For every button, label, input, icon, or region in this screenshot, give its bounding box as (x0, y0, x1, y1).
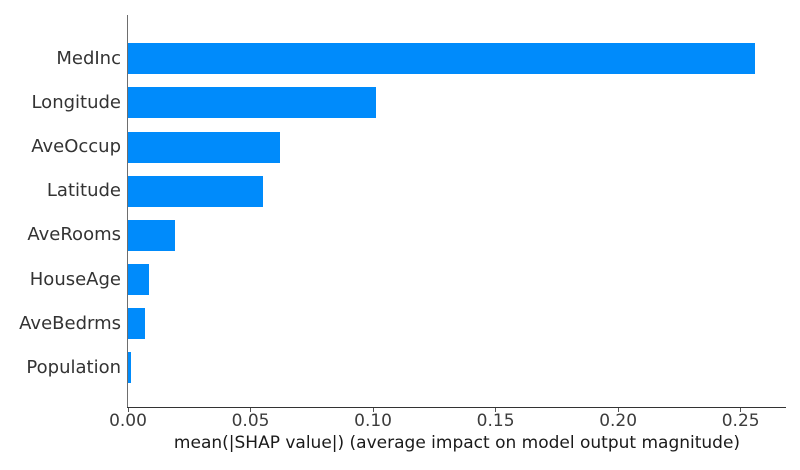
x-tick-mark (617, 408, 619, 412)
bar-aveoccup (128, 131, 280, 163)
x-tick-label: 0.25 (721, 411, 760, 431)
bar-houseage (128, 264, 149, 296)
x-tick-mark (495, 408, 497, 412)
x-tick-label: 0.05 (231, 411, 270, 431)
x-tick-label: 0.20 (599, 411, 638, 431)
bar-population (128, 352, 131, 384)
y-tick-label-aveoccup: AveOccup (31, 136, 121, 158)
x-tick-mark (127, 408, 129, 412)
y-tick-label-longitude: Longitude (31, 91, 121, 113)
bar-longitude (128, 87, 376, 119)
y-tick-label-avebedrms: AveBedrms (19, 312, 121, 334)
bar-avebedrms (128, 308, 145, 340)
x-tick-mark (372, 408, 374, 412)
y-axis-line (127, 15, 128, 408)
x-tick-label: 0.00 (109, 411, 147, 431)
plot-area (127, 15, 786, 408)
x-tick-mark (740, 408, 742, 412)
y-tick-label-averooms: AveRooms (27, 224, 121, 246)
bar-medinc (128, 43, 756, 75)
y-tick-label-population: Population (26, 356, 121, 378)
y-tick-label-houseage: HouseAge (29, 268, 121, 290)
y-tick-label-medinc: MedInc (56, 47, 121, 69)
bar-latitude (128, 175, 263, 207)
bar-averooms (128, 219, 175, 251)
x-tick-label: 0.15 (476, 411, 515, 431)
x-tick-mark (250, 408, 252, 412)
x-axis-title: mean(|SHAP value|) (average impact on mo… (173, 433, 741, 453)
x-axis-line (127, 407, 786, 408)
x-tick-label: 0.10 (354, 411, 392, 431)
y-tick-label-latitude: Latitude (46, 180, 121, 202)
